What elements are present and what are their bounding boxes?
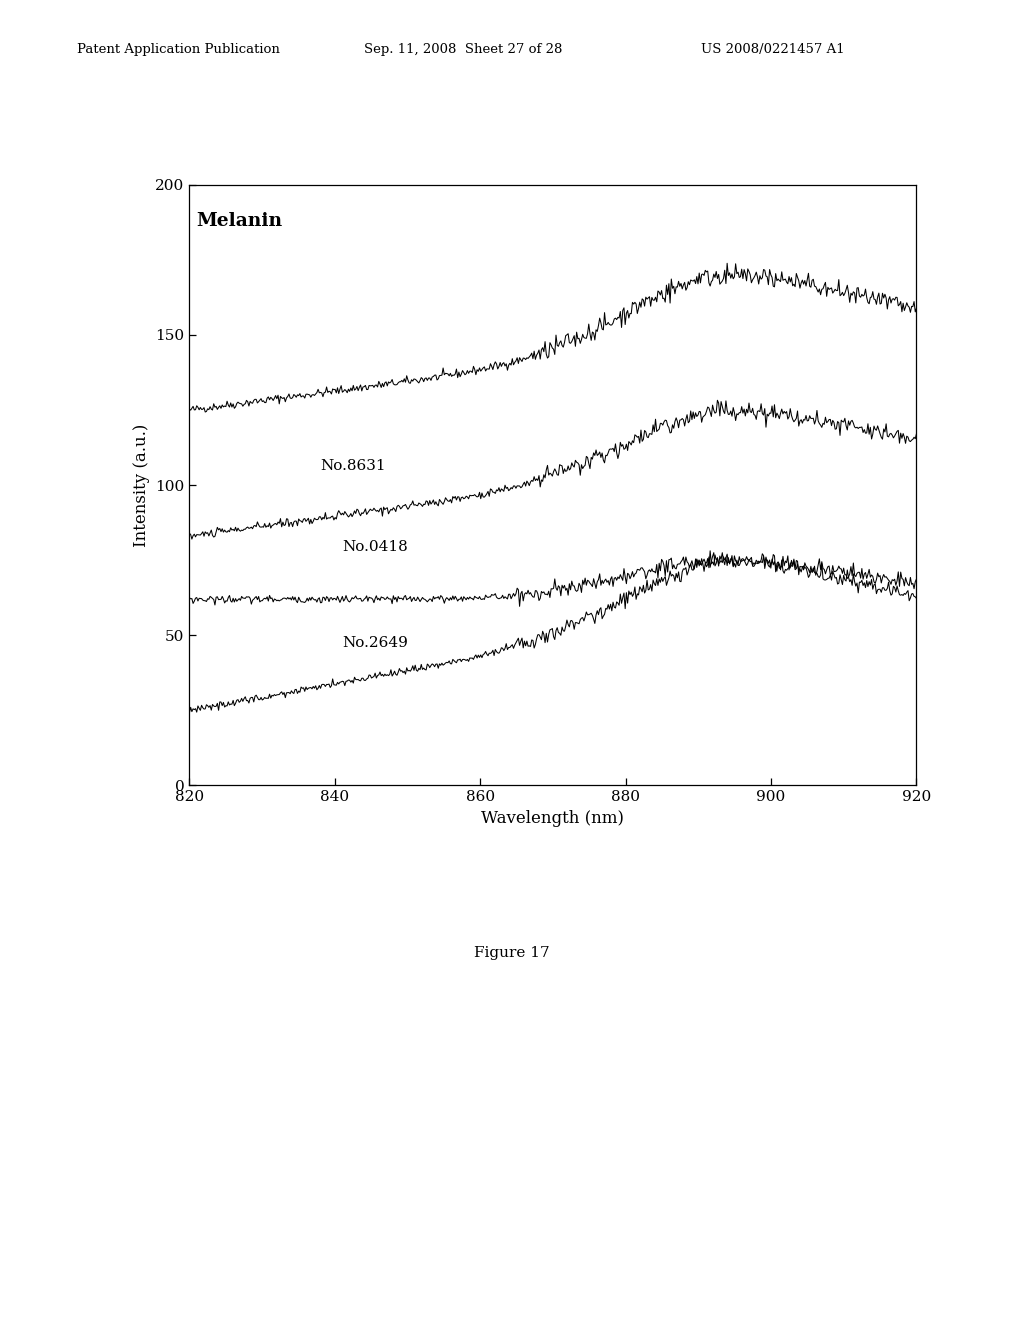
Text: No.8631: No.8631	[321, 459, 386, 473]
Text: Melanin: Melanin	[197, 211, 283, 230]
Y-axis label: Intensity (a.u.): Intensity (a.u.)	[133, 424, 150, 546]
Text: Patent Application Publication: Patent Application Publication	[77, 42, 280, 55]
Text: Figure 17: Figure 17	[474, 946, 550, 960]
Text: No.2649: No.2649	[342, 636, 408, 651]
Text: Sep. 11, 2008  Sheet 27 of 28: Sep. 11, 2008 Sheet 27 of 28	[364, 42, 562, 55]
Text: No.0418: No.0418	[342, 540, 408, 554]
X-axis label: Wavelength (nm): Wavelength (nm)	[481, 809, 625, 826]
Text: US 2008/0221457 A1: US 2008/0221457 A1	[701, 42, 845, 55]
